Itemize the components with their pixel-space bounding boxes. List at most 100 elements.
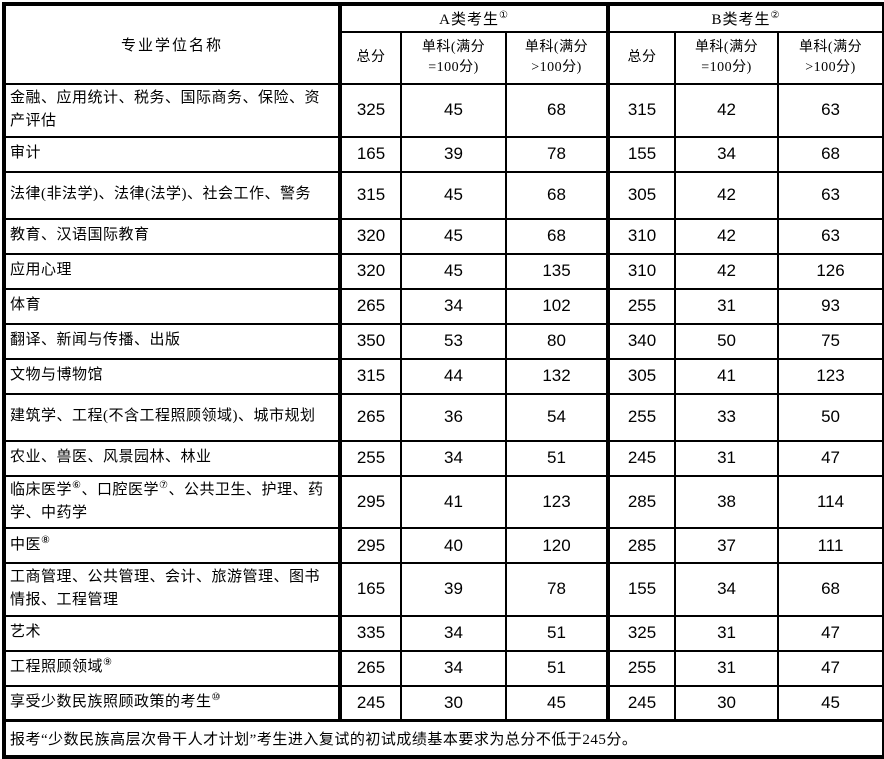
score-cell: 54	[504, 392, 610, 442]
score-cell: 126	[777, 252, 884, 290]
score-cell: 310	[606, 252, 677, 290]
group-b-total-header: 总分	[606, 31, 677, 85]
score-cell: 165	[338, 135, 402, 173]
score-cell: 315	[338, 357, 402, 395]
score-cell: 33	[674, 392, 780, 442]
table-row: 教育、汉语国际教育 320 45 68 310 42 63	[3, 217, 884, 255]
group-a-single-gt100-header: 单科(满分 >100分)	[504, 31, 610, 85]
major-name-cell: 临床医学⑥、口腔医学⑦、公共卫生、护理、药学、中药学	[3, 474, 341, 529]
score-cell: 34	[400, 614, 507, 652]
score-cell: 51	[504, 614, 610, 652]
table-row: 文物与博物馆 315 44 132 305 41 123	[3, 357, 884, 395]
major-name-cell: 体育	[3, 287, 341, 325]
score-cell: 155	[606, 562, 677, 617]
score-cell: 42	[674, 83, 780, 138]
score-cell: 41	[674, 357, 780, 395]
score-cell: 51	[504, 649, 610, 687]
score-cell: 30	[674, 684, 780, 722]
score-cell: 255	[606, 392, 677, 442]
score-cell: 265	[338, 392, 402, 442]
score-cell: 78	[504, 562, 610, 617]
table-row: 临床医学⑥、口腔医学⑦、公共卫生、护理、药学、中药学 295 41 123 285 38 1…	[3, 474, 884, 529]
major-name-cell: 教育、汉语国际教育	[3, 217, 341, 255]
table-row: 享受少数民族照顾政策的考生⑩ 245 30 45 245 30 45	[3, 684, 884, 722]
score-cell: 102	[504, 287, 610, 325]
table-row: 农业、兽医、风景园林、林业 255 34 51 245 31 47	[3, 439, 884, 477]
score-cell: 34	[674, 562, 780, 617]
score-cell: 78	[504, 135, 610, 173]
major-name-cell: 应用心理	[3, 252, 341, 290]
score-cell: 31	[674, 649, 780, 687]
score-cell: 265	[338, 287, 402, 325]
score-cell: 47	[777, 439, 884, 477]
score-cell: 111	[777, 527, 884, 564]
score-cell: 285	[606, 474, 677, 529]
table-row: 建筑学、工程(不含工程照顾领域)、城市规划 265 36 54 255 33 50	[3, 392, 884, 442]
score-cell: 325	[606, 614, 677, 652]
score-cell: 40	[400, 527, 507, 564]
major-name-cell: 金融、应用统计、税务、国际商务、保险、资产评估	[3, 83, 341, 138]
score-cell: 42	[674, 217, 780, 255]
sub-header-row: 总分 单科(满分 =100分) 单科(满分 >100分) 总分 单科(满分 =1…	[4, 31, 884, 85]
table-row: 体育 265 34 102 255 31 93	[3, 287, 884, 325]
score-cell: 285	[606, 527, 677, 564]
footnote: 报考“少数民族高层次骨干人才计划”考生进入复试的初试成绩基本要求为总分不低于24…	[2, 719, 884, 758]
score-cell: 34	[674, 135, 780, 173]
score-cell: 34	[400, 649, 507, 687]
major-name-cell: 农业、兽医、风景园林、林业	[3, 439, 341, 477]
score-cell: 45	[777, 684, 884, 722]
score-cell: 155	[606, 135, 677, 173]
score-cell: 135	[504, 252, 610, 290]
score-cell: 320	[338, 252, 402, 290]
group-a-total-header: 总分	[338, 31, 402, 85]
group-b-single-eq100-header: 单科(满分 =100分)	[674, 31, 780, 85]
score-cell: 75	[777, 322, 884, 360]
major-name-cell: 享受少数民族照顾政策的考生⑩	[3, 684, 341, 722]
major-name-cell: 工商管理、公共管理、会计、旅游管理、图书情报、工程管理	[3, 562, 341, 617]
score-cell: 335	[338, 614, 402, 652]
group-a-single-eq100-header: 单科(满分 =100分)	[400, 31, 507, 85]
score-cell: 31	[674, 439, 780, 477]
score-cell: 51	[504, 439, 610, 477]
score-cell: 315	[338, 170, 402, 220]
score-cell: 36	[400, 392, 507, 442]
major-name-cell: 审计	[3, 135, 341, 173]
score-cell: 255	[606, 287, 677, 325]
score-cell: 68	[777, 562, 884, 617]
score-cell: 120	[504, 527, 610, 564]
score-cell: 31	[674, 614, 780, 652]
score-cell: 132	[504, 357, 610, 395]
table-row: 审计 165 39 78 155 34 68	[3, 135, 884, 173]
score-cell: 38	[674, 474, 780, 529]
table-row: 翻译、新闻与传播、出版 350 53 80 340 50 75	[3, 322, 884, 360]
score-cell: 255	[606, 649, 677, 687]
score-cell: 93	[777, 287, 884, 325]
table-row: 工程照顾领域⑨ 265 34 51 255 31 47	[3, 649, 884, 687]
group-b-single-gt100-header: 单科(满分 >100分)	[777, 31, 884, 85]
score-cell: 320	[338, 217, 402, 255]
score-cell: 325	[338, 83, 402, 138]
major-name-cell: 建筑学、工程(不含工程照顾领域)、城市规划	[3, 392, 341, 442]
score-cell: 63	[777, 170, 884, 220]
table-row: 应用心理 320 45 135 310 42 126	[3, 252, 884, 290]
major-name-cell: 翻译、新闻与传播、出版	[3, 322, 341, 360]
major-name-cell: 艺术	[3, 614, 341, 652]
score-cell: 34	[400, 287, 507, 325]
score-cell: 265	[338, 649, 402, 687]
footnote-row: 报考“少数民族高层次骨干人才计划”考生进入复试的初试成绩基本要求为总分不低于24…	[2, 719, 884, 758]
score-cell: 315	[606, 83, 677, 138]
score-cell: 245	[338, 684, 402, 722]
score-cell: 45	[400, 170, 507, 220]
score-cell: 68	[504, 170, 610, 220]
major-name-cell: 工程照顾领域⑨	[3, 649, 341, 687]
score-cell: 39	[400, 135, 507, 173]
group-a-header: A类考生①	[337, 3, 610, 33]
score-cell: 47	[777, 649, 884, 687]
score-cell: 340	[606, 322, 677, 360]
score-cell: 34	[400, 439, 507, 477]
score-cell: 41	[400, 474, 507, 529]
score-cell: 45	[400, 252, 507, 290]
table-row: 艺术 335 34 51 325 31 47	[3, 614, 884, 652]
score-cell: 245	[606, 684, 677, 722]
